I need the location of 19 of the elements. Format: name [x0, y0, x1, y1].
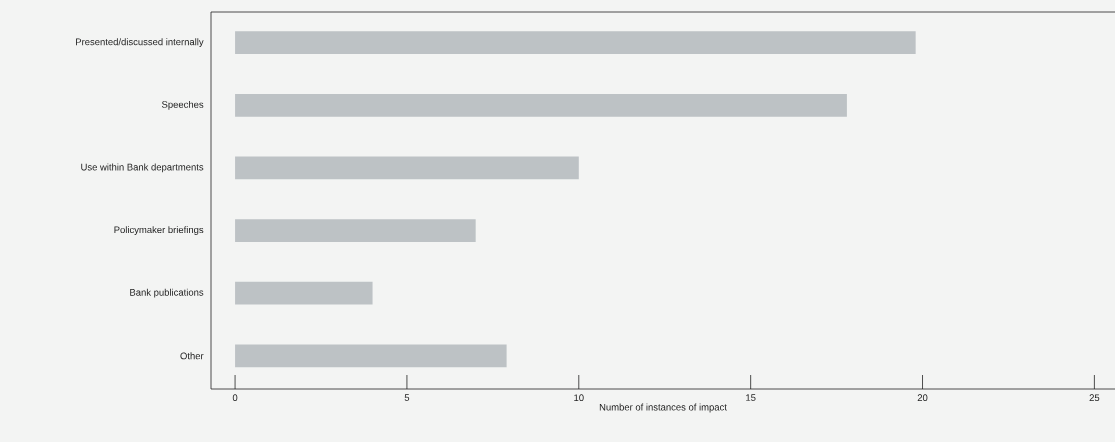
x-tick-label: 0 — [232, 394, 238, 402]
x-tick-label: 20 — [917, 394, 928, 402]
y-tick-label: Speeches — [161, 100, 204, 110]
y-tick-label: Bank publications — [130, 288, 204, 298]
bar — [235, 156, 579, 180]
y-tick-label: Presented/discussed internally — [76, 38, 204, 48]
bar — [235, 281, 373, 305]
bar — [235, 344, 507, 368]
x-tick-label: 25 — [1089, 394, 1100, 402]
x-tick-label: 5 — [404, 394, 410, 401]
y-tick-label: Policymaker briefings — [114, 226, 204, 235]
y-tick-label: Use within Bank departments — [81, 163, 204, 173]
x-tick-label: 15 — [746, 394, 756, 401]
x-tick-label: 10 — [574, 394, 584, 402]
y-tick-label: Other — [180, 352, 204, 360]
x-axis-title: Number of instances of impact — [599, 403, 727, 413]
bar — [235, 219, 476, 242]
bar — [235, 93, 847, 117]
bar — [235, 31, 916, 55]
